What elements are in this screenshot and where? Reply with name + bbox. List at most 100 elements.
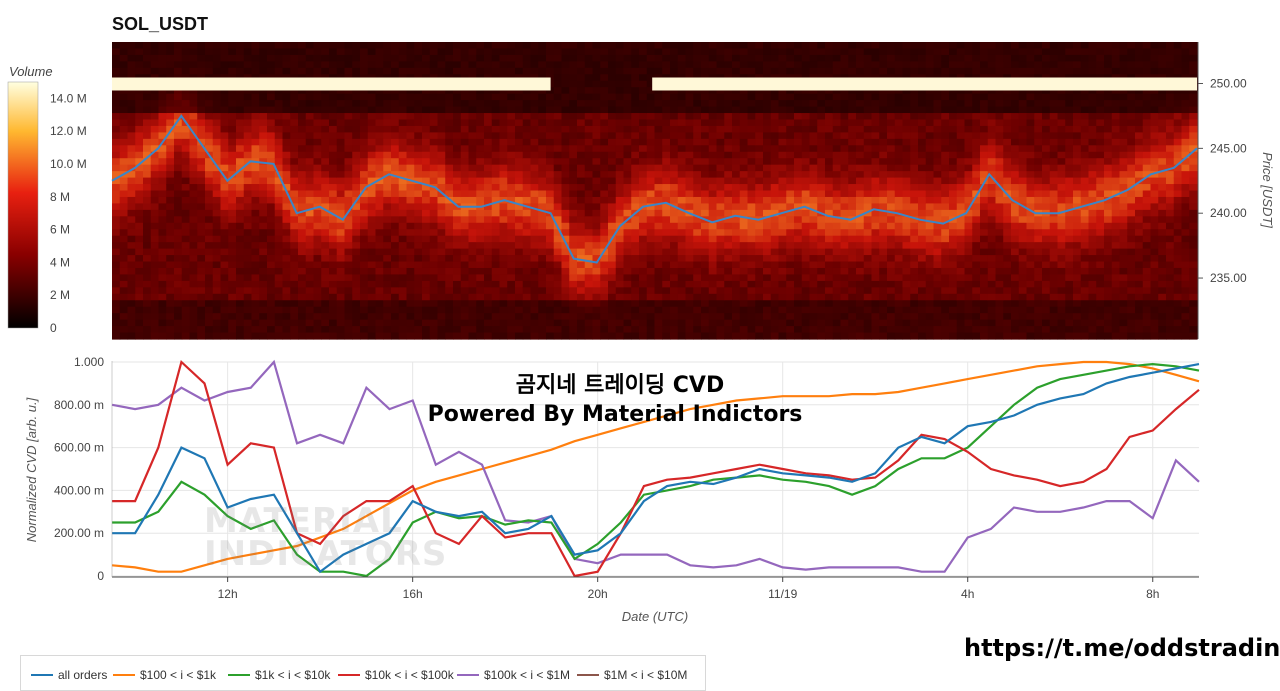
heatmap-cell bbox=[484, 119, 493, 127]
heatmap-cell bbox=[212, 242, 222, 250]
heatmap-cell bbox=[918, 113, 927, 121]
heatmap-cell bbox=[809, 106, 818, 114]
heatmap-cell bbox=[259, 48, 268, 56]
heatmap-cell bbox=[360, 119, 369, 127]
heatmap-cell bbox=[577, 222, 586, 230]
heatmap-cell bbox=[863, 87, 873, 95]
heatmap-cell bbox=[383, 229, 392, 237]
heatmap-cell bbox=[282, 248, 291, 256]
heatmap-cell bbox=[786, 255, 795, 263]
heatmap-cell bbox=[918, 248, 927, 256]
heatmap-cell bbox=[499, 164, 508, 172]
heatmap-cell bbox=[577, 203, 586, 211]
heatmap-cell bbox=[894, 326, 904, 334]
heatmap-cell bbox=[189, 158, 198, 166]
heatmap-cell bbox=[189, 203, 198, 211]
heatmap-cell bbox=[236, 326, 245, 334]
heatmap-cell bbox=[685, 267, 694, 276]
heatmap-cell bbox=[251, 106, 260, 114]
heatmap-cell bbox=[639, 300, 648, 308]
heatmap-cell bbox=[654, 113, 663, 121]
heatmap-cell bbox=[646, 177, 656, 185]
heatmap-cell bbox=[887, 184, 896, 192]
heatmap-cell bbox=[933, 287, 942, 295]
heatmap-cell bbox=[871, 48, 880, 56]
heatmap-cell bbox=[677, 274, 687, 282]
heatmap-cell bbox=[747, 87, 756, 95]
heatmap-cell bbox=[406, 151, 415, 159]
heatmap-cell bbox=[600, 261, 609, 269]
heatmap-cell bbox=[243, 100, 253, 108]
heatmap-cell bbox=[654, 255, 663, 263]
heatmap-cell bbox=[360, 106, 369, 114]
heatmap-cell bbox=[708, 113, 718, 121]
heatmap-cell bbox=[391, 293, 400, 301]
heatmap-cell bbox=[809, 100, 818, 108]
heatmap-cell bbox=[615, 287, 625, 295]
heatmap-cell bbox=[205, 280, 214, 288]
heatmap-cell bbox=[941, 242, 950, 250]
heatmap-cell bbox=[197, 248, 206, 256]
heatmap-cell bbox=[941, 177, 950, 185]
heatmap-cell bbox=[546, 48, 555, 56]
heatmap-cell bbox=[600, 255, 609, 263]
heatmap-cell bbox=[491, 138, 501, 146]
heatmap-cell bbox=[863, 248, 873, 256]
heatmap-cell bbox=[197, 203, 206, 211]
heatmap-cell bbox=[615, 87, 625, 95]
heatmap-cell bbox=[282, 67, 291, 75]
heatmap-cell bbox=[786, 332, 795, 340]
heatmap-cell bbox=[801, 255, 811, 263]
heatmap-cell bbox=[910, 255, 919, 263]
heatmap-cell bbox=[127, 203, 136, 211]
heatmap-cell bbox=[259, 229, 268, 237]
heatmap-cell bbox=[243, 190, 253, 198]
heatmap-cell bbox=[166, 306, 175, 314]
heatmap-cell bbox=[577, 326, 586, 334]
heatmap-cell bbox=[453, 184, 462, 192]
heatmap-cell bbox=[329, 125, 338, 133]
heatmap-cell bbox=[786, 67, 795, 75]
heatmap-cell bbox=[298, 280, 307, 288]
heatmap-cell bbox=[817, 93, 826, 101]
heatmap-cell bbox=[150, 235, 160, 243]
heatmap-cell bbox=[577, 132, 586, 140]
heatmap-cell bbox=[274, 293, 284, 301]
heatmap-cell bbox=[716, 138, 725, 146]
heatmap-cell bbox=[739, 280, 749, 288]
heatmap-cell bbox=[747, 235, 756, 243]
heatmap-cell bbox=[189, 196, 198, 205]
heatmap-cell bbox=[414, 164, 423, 172]
heatmap-cell bbox=[189, 229, 198, 237]
heatmap-cell bbox=[662, 132, 671, 140]
heatmap-cell bbox=[127, 280, 136, 288]
heatmap-cell bbox=[150, 100, 160, 108]
heatmap-cell bbox=[414, 313, 423, 321]
heatmap-cell bbox=[879, 326, 888, 334]
heatmap-cell bbox=[577, 67, 586, 75]
heatmap-cell bbox=[135, 222, 144, 230]
heatmap-cell bbox=[646, 196, 656, 205]
heatmap-cell bbox=[755, 190, 764, 198]
heatmap-cell bbox=[220, 306, 229, 314]
heatmap-cell bbox=[786, 261, 795, 269]
heatmap-cell bbox=[654, 300, 663, 308]
heatmap-cell bbox=[429, 42, 439, 50]
heatmap-cell bbox=[577, 261, 586, 269]
heatmap-cell bbox=[367, 184, 377, 192]
heatmap-cell bbox=[677, 332, 687, 340]
heatmap-cell bbox=[251, 209, 260, 217]
heatmap-cell bbox=[143, 42, 152, 50]
heatmap-cell bbox=[546, 93, 555, 101]
heatmap-cell bbox=[236, 151, 245, 159]
heatmap-cell bbox=[949, 87, 958, 95]
heatmap-cell bbox=[786, 151, 795, 159]
heatmap-cell bbox=[724, 203, 733, 211]
heatmap-cell bbox=[646, 171, 656, 179]
heatmap-cell bbox=[871, 222, 880, 230]
heatmap-cell bbox=[491, 216, 501, 224]
heatmap-cell bbox=[902, 280, 911, 288]
heatmap-cell bbox=[414, 280, 423, 288]
heatmap-cell bbox=[499, 332, 508, 340]
heatmap-cell bbox=[150, 222, 160, 230]
